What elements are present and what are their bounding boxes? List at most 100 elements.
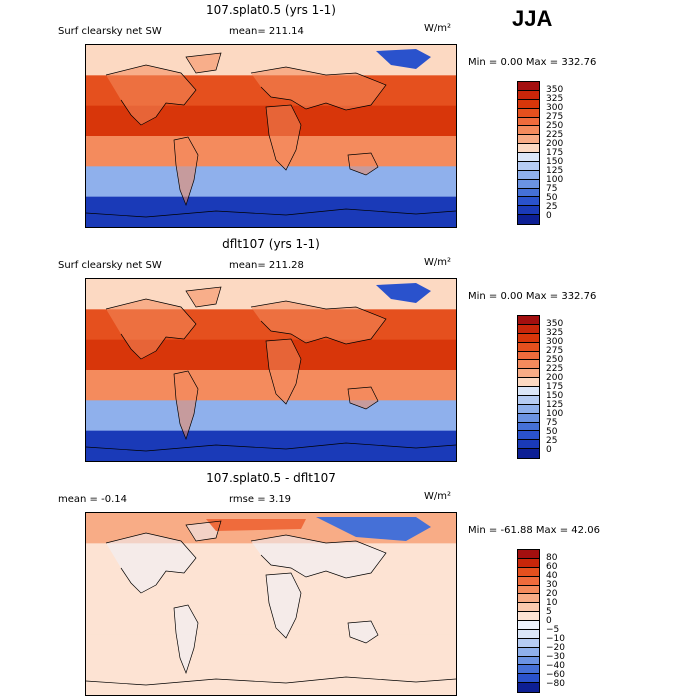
panel2-mean: mean= 211.28 bbox=[229, 260, 304, 271]
colorbar-swatch bbox=[518, 404, 539, 414]
panel2-colorbar bbox=[517, 315, 540, 459]
coastline bbox=[105, 64, 197, 126]
colorbar-swatch bbox=[518, 117, 539, 127]
coastline bbox=[86, 208, 456, 218]
coastline bbox=[86, 676, 456, 686]
colorbar-swatch bbox=[518, 135, 539, 145]
colorbar-swatch bbox=[518, 153, 539, 162]
colorbar-swatch bbox=[518, 656, 539, 666]
colorbar-swatch bbox=[518, 431, 539, 441]
colorbar-swatch bbox=[518, 647, 539, 657]
colorbar-tick-label: 275 bbox=[546, 111, 564, 122]
colorbar-tick-label: 125 bbox=[546, 399, 564, 410]
panel3-colorbar bbox=[517, 549, 540, 693]
colorbar-tick-label: 75 bbox=[546, 417, 558, 428]
panel1-map bbox=[85, 44, 457, 228]
colorbar-tick-label: 275 bbox=[546, 345, 564, 356]
colorbar-tick-label: 325 bbox=[546, 327, 564, 338]
panel1-mean: mean= 211.14 bbox=[229, 26, 304, 37]
land-mass bbox=[266, 339, 301, 404]
panel1-subtitle: Surf clearsky net SW bbox=[58, 26, 162, 37]
greenland-patch bbox=[376, 49, 431, 69]
coastline bbox=[265, 572, 302, 639]
panel1-colorbar bbox=[517, 81, 540, 225]
colorbar-tick-label: 175 bbox=[546, 381, 564, 392]
coastline bbox=[105, 532, 197, 594]
panel2-map bbox=[85, 278, 457, 462]
land-mass bbox=[348, 387, 378, 409]
colorbar-tick-label: 225 bbox=[546, 129, 564, 140]
land-mass bbox=[106, 533, 196, 593]
colorbar-tick-label: 200 bbox=[546, 138, 564, 149]
panel1-units: W/m² bbox=[424, 23, 452, 34]
land-mass bbox=[266, 573, 301, 638]
colorbar-tick-label: 250 bbox=[546, 120, 564, 131]
panel2-heatmap bbox=[86, 279, 456, 461]
coastline bbox=[105, 298, 197, 360]
season-label: JJA bbox=[512, 6, 553, 31]
colorbar-tick-label: −10 bbox=[546, 633, 565, 644]
coastline bbox=[185, 520, 222, 542]
colorbar-tick-label: 225 bbox=[546, 363, 564, 374]
coastline bbox=[265, 104, 302, 171]
colorbar-tick-label: −80 bbox=[546, 678, 565, 689]
colorbar-swatch bbox=[518, 206, 539, 216]
colorbar-swatch bbox=[518, 674, 539, 684]
colorbar-swatch bbox=[518, 594, 539, 604]
colorbar-tick-label: 75 bbox=[546, 183, 558, 194]
colorbar-swatch bbox=[518, 188, 539, 198]
coastline bbox=[185, 286, 222, 308]
colorbar-swatch bbox=[518, 413, 539, 423]
arctic-diff-patch bbox=[316, 517, 431, 541]
panel1-heatmap bbox=[86, 45, 456, 227]
colorbar-swatch bbox=[518, 422, 539, 432]
panel2-units: W/m² bbox=[424, 257, 452, 268]
colorbar-swatch bbox=[518, 351, 539, 361]
land-mass bbox=[266, 105, 301, 170]
colorbar-tick-label: 150 bbox=[546, 390, 564, 401]
latitude-band-60–90S bbox=[86, 196, 456, 227]
colorbar-swatch bbox=[518, 126, 539, 136]
colorbar-swatch bbox=[518, 90, 539, 100]
land-mass bbox=[348, 621, 378, 643]
panel3-heatmap bbox=[86, 513, 456, 695]
coastline bbox=[265, 338, 302, 405]
colorbar-swatch bbox=[518, 161, 539, 171]
panel2-subtitle: Surf clearsky net SW bbox=[58, 260, 162, 271]
colorbar-tick-label: 0 bbox=[546, 444, 552, 455]
colorbar-tick-label: 300 bbox=[546, 102, 564, 113]
colorbar-swatch bbox=[518, 603, 539, 613]
colorbar-swatch bbox=[518, 683, 539, 692]
colorbar-swatch bbox=[518, 665, 539, 675]
latitude-band-60–90S bbox=[86, 430, 456, 461]
greenland-patch bbox=[376, 283, 431, 303]
coastline bbox=[173, 370, 199, 441]
panel2-min-max: Min = 0.00 Max = 332.76 bbox=[468, 291, 597, 302]
latitude-band-30–60S bbox=[86, 400, 456, 432]
colorbar-tick-label: 175 bbox=[546, 147, 564, 158]
colorbar-swatch bbox=[518, 324, 539, 334]
colorbar-tick-label: 50 bbox=[546, 426, 558, 437]
colorbar-swatch bbox=[518, 215, 539, 224]
colorbar-swatch bbox=[518, 638, 539, 648]
panel1-min-max: Min = 0.00 Max = 332.76 bbox=[468, 57, 597, 68]
colorbar-swatch bbox=[518, 99, 539, 109]
colorbar-swatch bbox=[518, 360, 539, 370]
colorbar-swatch bbox=[518, 170, 539, 180]
colorbar-swatch bbox=[518, 621, 539, 630]
colorbar-swatch bbox=[518, 108, 539, 118]
coastline bbox=[347, 620, 379, 644]
latitude-band-60–90S bbox=[86, 664, 456, 695]
colorbar-swatch bbox=[518, 585, 539, 595]
colorbar-tick-label: 5 bbox=[546, 606, 552, 617]
land-mass bbox=[348, 153, 378, 175]
colorbar-swatch bbox=[518, 144, 539, 153]
coastline bbox=[173, 604, 199, 675]
colorbar-tick-label: 20 bbox=[546, 588, 558, 599]
colorbar-swatch bbox=[518, 316, 539, 325]
colorbar-tick-label: 350 bbox=[546, 318, 564, 329]
colorbar-tick-label: 300 bbox=[546, 336, 564, 347]
colorbar-swatch bbox=[518, 179, 539, 189]
coastline bbox=[347, 386, 379, 410]
colorbar-tick-label: 25 bbox=[546, 435, 558, 446]
